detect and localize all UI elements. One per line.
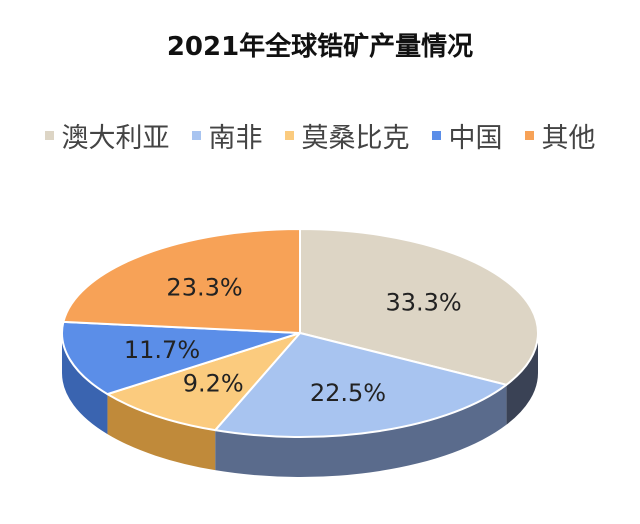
legend-swatch-china [431,131,441,140]
legend-item-mozambique: 莫桑比克 [284,116,410,155]
pie-side-australia [506,333,538,425]
legend-swatch-other [524,131,534,140]
pie-slice-china [61,320,301,396]
legend-label-other: 其他 [541,123,596,154]
pie-label-other: 23.3% [166,274,242,302]
legend-swatch-mozambique [284,131,294,140]
pie-label-south-africa: 22.5% [310,379,386,407]
legend-item-china: 中国 [431,116,503,155]
pie-slice-australia [299,228,539,386]
pie-slice-other [62,228,301,334]
pie-label-china: 11.7% [124,336,200,364]
legend-label-china: 中国 [448,123,503,154]
legend-label-australia: 澳大利亚 [61,123,170,154]
pie-label-mozambique: 9.2% [183,370,244,398]
pie-side-group [62,333,538,477]
legend-swatch-australia [44,131,54,140]
pie-slice-south-africa [214,332,508,438]
legend-label-mozambique: 莫桑比克 [301,123,410,154]
legend-item-south-africa: 南非 [191,116,263,155]
legend-label-south-africa: 南非 [208,123,263,154]
pie-label-australia: 33.3% [385,289,461,317]
pie-side-south-africa [215,384,507,477]
pie-top-group [61,228,539,438]
legend-item-other: 其他 [524,116,596,155]
legend-swatch-south-africa [191,131,201,140]
pie-side-china [62,333,108,435]
pie-slice-mozambique [106,332,301,432]
pie-label-group: 33.3% 22.5% 9.2% 11.7% 23.3% [124,274,462,407]
pie-side-mozambique [107,394,216,471]
legend: 澳大利亚 南非 莫桑比克 中国 其他 [0,116,640,155]
chart-title: 2021年全球锆矿产量情况 [166,32,474,62]
legend-item-australia: 澳大利亚 [44,116,170,155]
